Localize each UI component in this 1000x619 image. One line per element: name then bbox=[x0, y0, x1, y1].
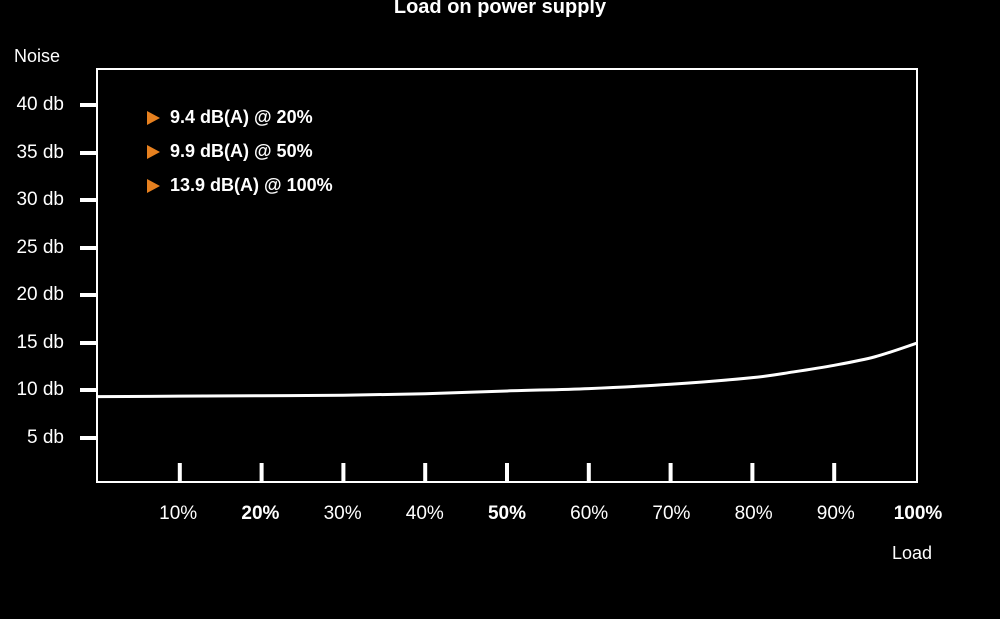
x-tick-label: 90% bbox=[816, 503, 855, 524]
y-axis-title: Noise bbox=[14, 46, 61, 66]
x-tick-label: 80% bbox=[734, 503, 773, 524]
x-axis-title: Load bbox=[891, 543, 933, 563]
y-tick-label: 5 db bbox=[27, 426, 64, 448]
annotation-row: 9.4 dB(A) @ 20% bbox=[147, 107, 313, 128]
y-tick-mark bbox=[80, 103, 97, 107]
plot-area bbox=[96, 68, 918, 483]
x-tick-label: 60% bbox=[570, 503, 609, 524]
x-tick-label: 40% bbox=[405, 503, 444, 524]
x-tick-mark bbox=[423, 463, 428, 481]
x-tick-mark bbox=[177, 463, 182, 481]
x-tick-mark bbox=[832, 463, 837, 481]
y-tick-mark bbox=[80, 150, 97, 155]
arrow-right-icon bbox=[147, 144, 160, 159]
y-tick-mark bbox=[80, 340, 97, 345]
x-tick-mark bbox=[505, 463, 509, 481]
arrow-right-icon bbox=[147, 178, 160, 193]
noise-curve-canvas bbox=[98, 341, 916, 481]
x-tick-label: 70% bbox=[652, 503, 691, 524]
y-tick-label: 15 db bbox=[16, 331, 64, 353]
annotation-label: 9.4 dB(A) @ 20% bbox=[170, 107, 313, 127]
y-tick-mark bbox=[80, 293, 97, 297]
y-tick-label: 30 db bbox=[16, 189, 64, 210]
y-tick-mark bbox=[80, 198, 97, 202]
x-tick-mark bbox=[750, 463, 755, 481]
y-tick-label: 35 db bbox=[16, 141, 64, 163]
x-tick-label: 50% bbox=[487, 503, 527, 524]
y-tick-label: 25 db bbox=[16, 236, 64, 258]
y-tick-mark bbox=[80, 435, 97, 440]
x-tick-mark bbox=[259, 463, 264, 481]
x-tick-label: 20% bbox=[241, 503, 280, 524]
noise-curve bbox=[98, 341, 916, 399]
y-tick-label: 20 db bbox=[16, 284, 64, 305]
y-tick-label: 10 db bbox=[16, 379, 64, 400]
annotation-row: 13.9 dB(A) @ 100% bbox=[147, 175, 333, 196]
annotation-row: 9.9 dB(A) @ 50% bbox=[147, 141, 313, 162]
y-tick-mark bbox=[80, 388, 97, 392]
y-tick-mark bbox=[80, 245, 97, 250]
annotation-label: 13.9 dB(A) @ 100% bbox=[170, 175, 333, 195]
x-tick-mark bbox=[341, 463, 346, 481]
chart-title: Load on power supply bbox=[393, 0, 607, 18]
y-tick-label: 40 db bbox=[16, 94, 64, 115]
x-tick-label: 100% bbox=[893, 503, 943, 524]
x-tick-label: 10% bbox=[159, 503, 198, 524]
x-tick-mark bbox=[586, 463, 591, 481]
arrow-right-icon bbox=[147, 110, 160, 125]
annotation-label: 9.9 dB(A) @ 50% bbox=[170, 141, 313, 161]
x-tick-label: 30% bbox=[323, 503, 362, 524]
x-tick-mark bbox=[668, 463, 673, 481]
